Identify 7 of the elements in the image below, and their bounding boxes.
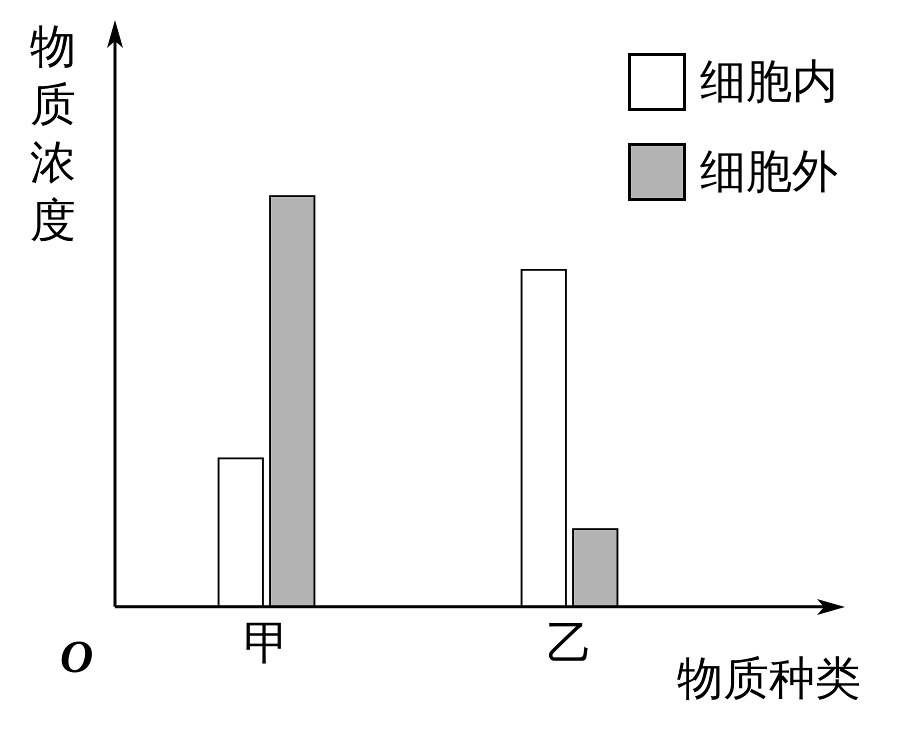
x-axis-title: 物质种类	[677, 652, 861, 706]
text: O	[60, 630, 94, 683]
text: 细胞内	[700, 55, 838, 109]
x-tick-label: 甲	[244, 617, 290, 668]
y-axis-title: 物质浓度	[30, 20, 77, 248]
x-tick-label: 乙	[546, 617, 592, 668]
legend-label: 细胞外	[700, 145, 838, 199]
